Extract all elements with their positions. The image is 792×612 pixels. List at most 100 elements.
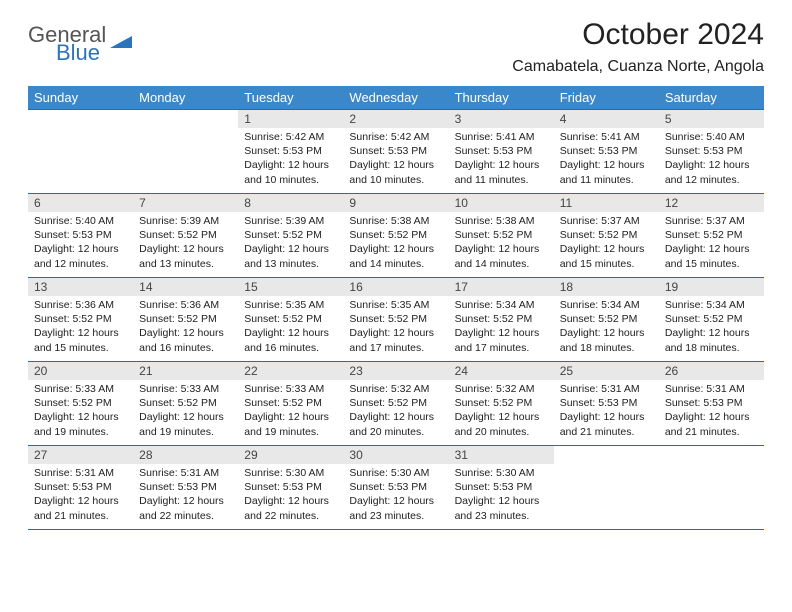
day-details: Sunrise: 5:30 AMSunset: 5:53 PMDaylight:… [449, 464, 554, 527]
dayheader-mon: Monday [133, 86, 238, 110]
calendar-day-cell: 18Sunrise: 5:34 AMSunset: 5:52 PMDayligh… [554, 278, 659, 362]
calendar-day-cell: 19Sunrise: 5:34 AMSunset: 5:52 PMDayligh… [659, 278, 764, 362]
daylight-text: Daylight: 12 hours and 11 minutes. [560, 158, 653, 186]
calendar-day-cell: 8Sunrise: 5:39 AMSunset: 5:52 PMDaylight… [238, 194, 343, 278]
calendar-week-row: 13Sunrise: 5:36 AMSunset: 5:52 PMDayligh… [28, 278, 764, 362]
daylight-text: Daylight: 12 hours and 15 minutes. [34, 326, 127, 354]
day-details: Sunrise: 5:35 AMSunset: 5:52 PMDaylight:… [238, 296, 343, 359]
day-details: Sunrise: 5:40 AMSunset: 5:53 PMDaylight:… [28, 212, 133, 275]
day-details: Sunrise: 5:41 AMSunset: 5:53 PMDaylight:… [554, 128, 659, 191]
calendar-day-cell: 9Sunrise: 5:38 AMSunset: 5:52 PMDaylight… [343, 194, 448, 278]
calendar-day-cell [659, 446, 764, 530]
sunrise-text: Sunrise: 5:32 AM [349, 382, 442, 396]
calendar-day-cell: 22Sunrise: 5:33 AMSunset: 5:52 PMDayligh… [238, 362, 343, 446]
day-number: 6 [28, 194, 133, 212]
day-number: 26 [659, 362, 764, 380]
sunrise-text: Sunrise: 5:33 AM [34, 382, 127, 396]
day-number: 24 [449, 362, 554, 380]
sunset-text: Sunset: 5:53 PM [244, 144, 337, 158]
calendar-day-cell [554, 446, 659, 530]
day-number: 29 [238, 446, 343, 464]
day-number: 23 [343, 362, 448, 380]
day-details: Sunrise: 5:38 AMSunset: 5:52 PMDaylight:… [449, 212, 554, 275]
daylight-text: Daylight: 12 hours and 15 minutes. [560, 242, 653, 270]
day-number: 19 [659, 278, 764, 296]
dayheader-thu: Thursday [449, 86, 554, 110]
day-number: 9 [343, 194, 448, 212]
sunrise-text: Sunrise: 5:34 AM [560, 298, 653, 312]
calendar-day-cell: 23Sunrise: 5:32 AMSunset: 5:52 PMDayligh… [343, 362, 448, 446]
sunrise-text: Sunrise: 5:33 AM [139, 382, 232, 396]
calendar-day-cell: 21Sunrise: 5:33 AMSunset: 5:52 PMDayligh… [133, 362, 238, 446]
calendar-day-cell: 31Sunrise: 5:30 AMSunset: 5:53 PMDayligh… [449, 446, 554, 530]
day-number: 14 [133, 278, 238, 296]
sunrise-text: Sunrise: 5:37 AM [560, 214, 653, 228]
daylight-text: Daylight: 12 hours and 18 minutes. [560, 326, 653, 354]
dayheader-wed: Wednesday [343, 86, 448, 110]
daylight-text: Daylight: 12 hours and 10 minutes. [349, 158, 442, 186]
sunset-text: Sunset: 5:53 PM [349, 480, 442, 494]
sunrise-text: Sunrise: 5:30 AM [455, 466, 548, 480]
brand-triangle-icon [110, 33, 132, 55]
sunrise-text: Sunrise: 5:30 AM [244, 466, 337, 480]
day-number: 7 [133, 194, 238, 212]
daylight-text: Daylight: 12 hours and 20 minutes. [455, 410, 548, 438]
day-number: 10 [449, 194, 554, 212]
daylight-text: Daylight: 12 hours and 19 minutes. [139, 410, 232, 438]
day-details: Sunrise: 5:30 AMSunset: 5:53 PMDaylight:… [343, 464, 448, 527]
calendar-day-cell: 12Sunrise: 5:37 AMSunset: 5:52 PMDayligh… [659, 194, 764, 278]
day-number: 13 [28, 278, 133, 296]
calendar-day-cell [133, 110, 238, 194]
day-details: Sunrise: 5:42 AMSunset: 5:53 PMDaylight:… [238, 128, 343, 191]
daylight-text: Daylight: 12 hours and 12 minutes. [665, 158, 758, 186]
sunrise-text: Sunrise: 5:31 AM [665, 382, 758, 396]
sunrise-text: Sunrise: 5:40 AM [665, 130, 758, 144]
dayheader-tue: Tuesday [238, 86, 343, 110]
sunrise-text: Sunrise: 5:35 AM [349, 298, 442, 312]
sunset-text: Sunset: 5:52 PM [139, 312, 232, 326]
daylight-text: Daylight: 12 hours and 15 minutes. [665, 242, 758, 270]
calendar-day-cell: 26 Sunrise: 5:31 AMSunset: 5:53 PMDayligh… [659, 362, 764, 446]
calendar-day-cell: 4Sunrise: 5:41 AMSunset: 5:53 PMDaylight… [554, 110, 659, 194]
page-header: General Blue October 2024 Camabatela, Cu… [28, 18, 764, 76]
calendar-week-row: 20Sunrise: 5:33 AMSunset: 5:52 PMDayligh… [28, 362, 764, 446]
day-details: Sunrise: 5:33 AMSunset: 5:52 PMDaylight:… [238, 380, 343, 443]
calendar-week-row: 6Sunrise: 5:40 AMSunset: 5:53 PMDaylight… [28, 194, 764, 278]
sunrise-text: Sunrise: 5:42 AM [349, 130, 442, 144]
sunrise-text: Sunrise: 5:36 AM [34, 298, 127, 312]
day-details: Sunrise: 5:32 AMSunset: 5:52 PMDaylight:… [343, 380, 448, 443]
sunrise-text: Sunrise: 5:31 AM [560, 382, 653, 396]
day-number: 15 [238, 278, 343, 296]
sunset-text: Sunset: 5:53 PM [455, 480, 548, 494]
sunset-text: Sunset: 5:53 PM [665, 396, 758, 410]
sunset-text: Sunset: 5:52 PM [665, 312, 758, 326]
sunrise-text: Sunrise: 5:41 AM [455, 130, 548, 144]
day-details: Sunrise: 5:30 AMSunset: 5:53 PMDaylight:… [238, 464, 343, 527]
sunset-text: Sunset: 5:53 PM [665, 144, 758, 158]
daylight-text: Daylight: 12 hours and 21 minutes. [665, 410, 758, 438]
daylight-text: Daylight: 12 hours and 14 minutes. [349, 242, 442, 270]
calendar-day-cell: 3Sunrise: 5:41 AMSunset: 5:53 PMDaylight… [449, 110, 554, 194]
sunset-text: Sunset: 5:53 PM [560, 396, 653, 410]
day-number: 3 [449, 110, 554, 128]
daylight-text: Daylight: 12 hours and 17 minutes. [349, 326, 442, 354]
daylight-text: Daylight: 12 hours and 21 minutes. [34, 494, 127, 522]
day-details: Sunrise: 5:36 AMSunset: 5:52 PMDaylight:… [28, 296, 133, 359]
daylight-text: Daylight: 12 hours and 11 minutes. [455, 158, 548, 186]
day-number: 5 [659, 110, 764, 128]
sunrise-text: Sunrise: 5:31 AM [34, 466, 127, 480]
daylight-text: Daylight: 12 hours and 20 minutes. [349, 410, 442, 438]
day-details: Sunrise: 5:31 AMSunset: 5:53 PMDaylight:… [554, 380, 659, 443]
daylight-text: Daylight: 12 hours and 19 minutes. [244, 410, 337, 438]
calendar-day-cell: 25Sunrise: 5:31 AMSunset: 5:53 PMDayligh… [554, 362, 659, 446]
calendar-table: Sunday Monday Tuesday Wednesday Thursday… [28, 86, 764, 530]
day-number: 18 [554, 278, 659, 296]
sunset-text: Sunset: 5:53 PM [560, 144, 653, 158]
day-number: 4 [554, 110, 659, 128]
sunset-text: Sunset: 5:52 PM [244, 312, 337, 326]
calendar-day-cell: 27Sunrise: 5:31 AMSunset: 5:53 PMDayligh… [28, 446, 133, 530]
sunset-text: Sunset: 5:52 PM [665, 228, 758, 242]
sunset-text: Sunset: 5:52 PM [34, 312, 127, 326]
daylight-text: Daylight: 12 hours and 14 minutes. [455, 242, 548, 270]
calendar-day-cell: 6Sunrise: 5:40 AMSunset: 5:53 PMDaylight… [28, 194, 133, 278]
